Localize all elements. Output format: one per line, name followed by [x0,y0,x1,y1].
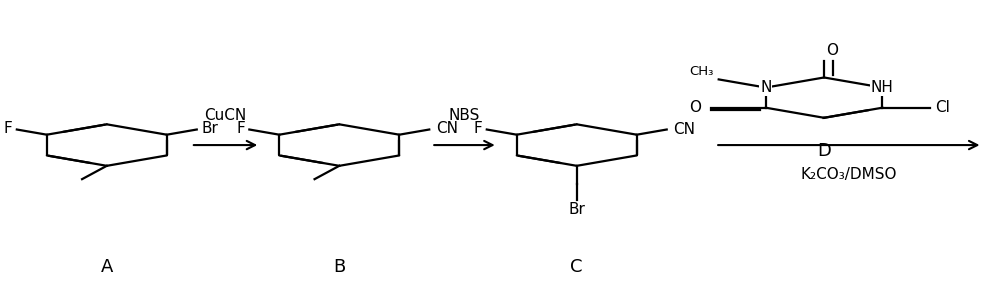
Text: Cl: Cl [935,100,950,115]
Text: F: F [4,121,13,136]
Text: C: C [570,258,583,276]
Text: N: N [760,80,772,95]
Text: Br: Br [201,121,218,136]
Text: CH₃: CH₃ [689,65,714,78]
Text: CuCN: CuCN [204,108,247,123]
Text: NBS: NBS [449,108,480,123]
Text: F: F [474,121,482,136]
Text: O: O [826,43,838,58]
Text: O: O [690,100,702,115]
Text: A: A [101,258,113,276]
Text: NH: NH [871,80,894,95]
Text: B: B [333,258,345,276]
Text: K₂CO₃/DMSO: K₂CO₃/DMSO [801,167,897,182]
Text: CN: CN [674,122,696,137]
Text: D: D [817,142,831,160]
Text: CN: CN [436,121,458,136]
Text: Br: Br [568,202,585,217]
Text: F: F [236,121,245,136]
